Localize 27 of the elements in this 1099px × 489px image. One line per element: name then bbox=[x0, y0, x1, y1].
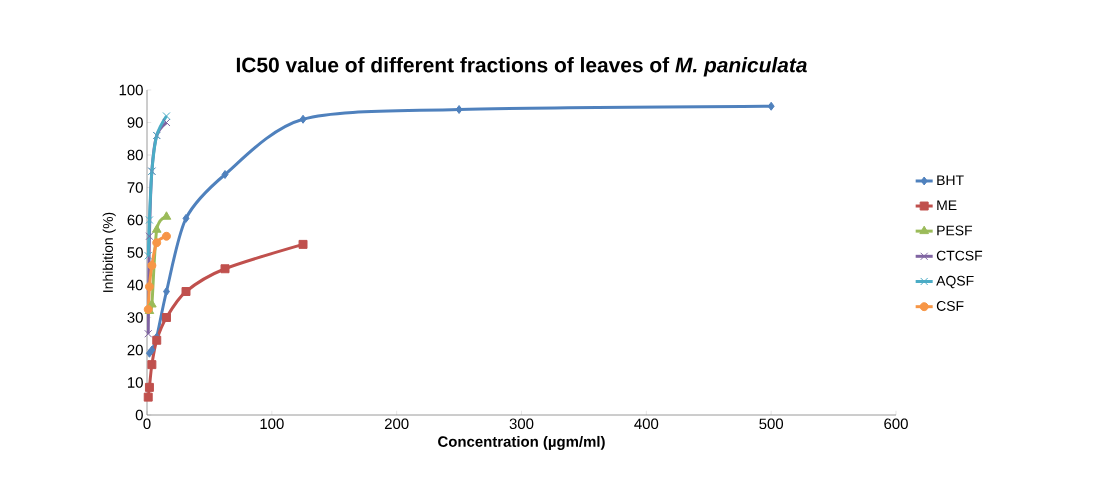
x-tick-label: 400 bbox=[634, 418, 659, 430]
y-tick-label: 80 bbox=[127, 149, 143, 161]
y-tick-label: 30 bbox=[127, 312, 143, 323]
y-tick-label: 10 bbox=[128, 377, 143, 388]
legend-label: CTCSF bbox=[936, 250, 983, 261]
chart-title: IC50 value of different fractions of leaves of M. paniculata bbox=[236, 57, 807, 77]
x-tick-label: 300 bbox=[509, 418, 534, 430]
y-tick-label: 0 bbox=[135, 409, 143, 421]
y-tick-label: 40 bbox=[127, 279, 143, 291]
x-tick-label: 100 bbox=[260, 418, 284, 430]
legend-label: BHT bbox=[937, 175, 964, 186]
y-axis-title: Inhibition (%) bbox=[102, 212, 116, 292]
y-tick-label: 90 bbox=[127, 117, 143, 128]
legend-label: PESF bbox=[937, 225, 973, 236]
legend-label: AQSF bbox=[936, 275, 974, 289]
legend-label: CSF bbox=[936, 301, 964, 311]
y-tick-label: 60 bbox=[127, 214, 143, 226]
y-tick-label: 70 bbox=[127, 182, 143, 193]
y-tick-label: 50 bbox=[127, 247, 143, 258]
legend-label: ME bbox=[937, 200, 957, 211]
x-tick-label: 200 bbox=[384, 418, 409, 430]
y-tick-label: 100 bbox=[119, 84, 143, 96]
x-tick-label: 0 bbox=[143, 418, 151, 430]
x-tick-label: 500 bbox=[759, 418, 784, 430]
y-tick-label: 20 bbox=[127, 344, 143, 356]
x-tick-label: 600 bbox=[884, 418, 908, 430]
x-axis-title: Concentration (µgm/ml) bbox=[438, 435, 605, 450]
